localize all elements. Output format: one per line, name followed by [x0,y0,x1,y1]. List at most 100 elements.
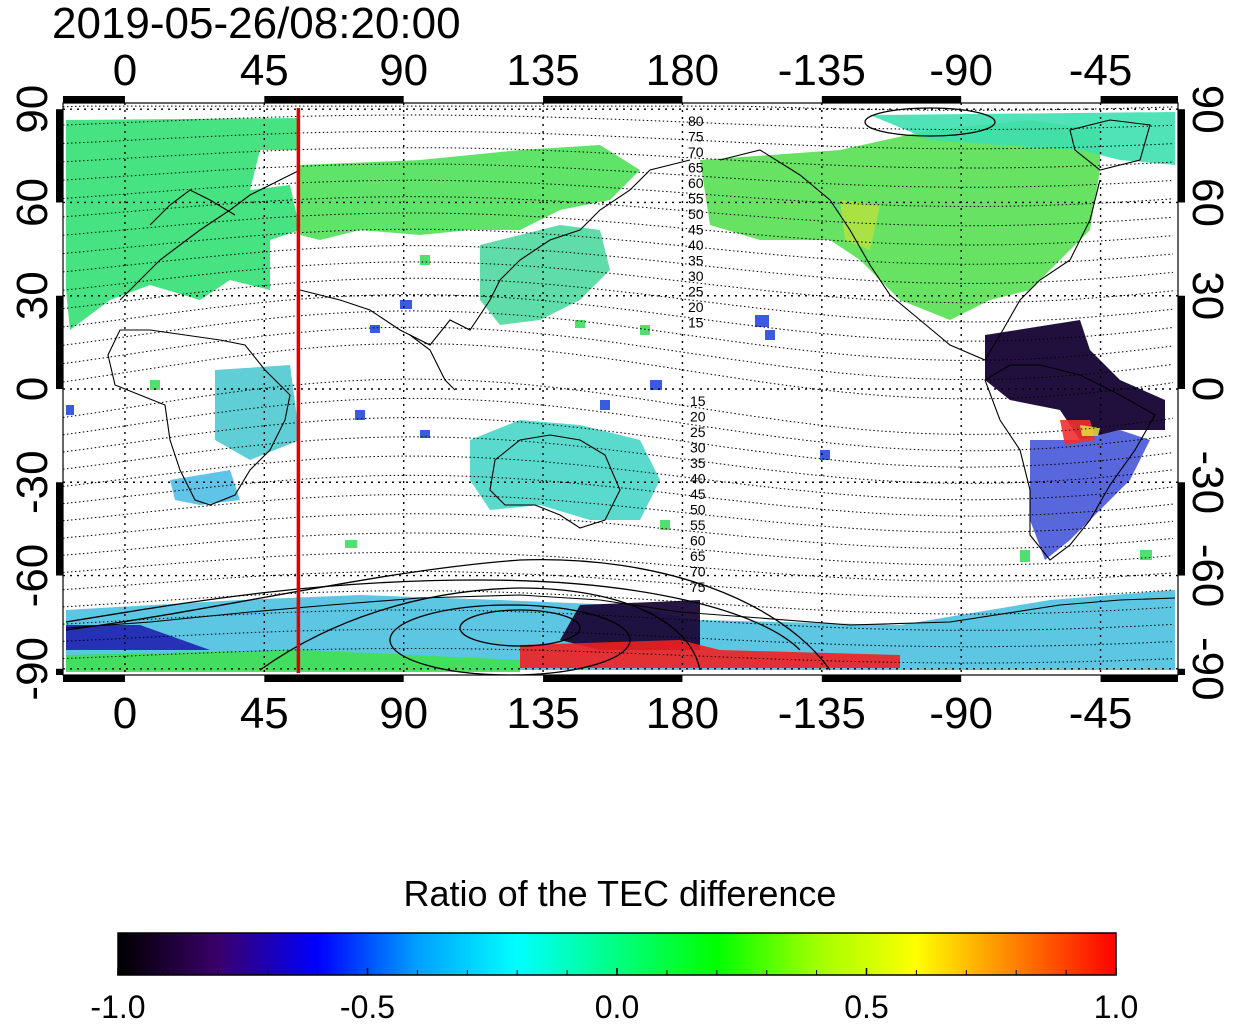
frame-bar-right [1178,109,1185,203]
right-axis-label: -60 [1183,544,1232,608]
contour-15 [63,114,1174,130]
contour-8 [63,228,1174,265]
patch-south-america [1030,430,1150,560]
top-axis-label: -45 [1069,46,1133,95]
map-gridlines [63,103,1178,675]
frame-bar-bottom [264,675,404,682]
contour-label-south: 60 [690,533,706,549]
top-axis-label: 180 [646,46,719,95]
contour-label-north: 45 [688,222,704,238]
bottom-axis-label: 45 [240,689,289,738]
contour-label-north: 25 [688,284,704,300]
frame-bar-top [821,96,962,103]
left-axis-label: 60 [8,178,57,227]
patch-east-asia [480,225,610,325]
colorbar-tick-label: 0.0 [595,989,639,1024]
contour-label-north: 40 [688,237,704,253]
top-longitude-axis: 0 45 90 135 180 -135 -90 -45 [113,46,1133,95]
contour-label-south: 70 [690,564,706,580]
contour-13 [63,147,1174,169]
left-axis-label: 0 [8,377,57,401]
scattered-cells [66,300,830,460]
coastline-australia [489,434,621,529]
frame-bar-top [63,96,125,103]
top-axis-label: -135 [778,46,866,95]
contour-label-south: 55 [690,517,706,533]
contour-label-south: 50 [690,502,706,518]
patch-australia [470,420,660,520]
patch-greenland [870,112,1175,165]
right-axis-label: -90 [1183,637,1232,701]
contour-6 [63,261,1174,304]
contour-label-north: 70 [688,144,704,160]
contour-label-north: 65 [688,160,704,176]
patch-africa-south [170,470,240,505]
frame-bar-top [543,96,683,103]
top-axis-label: 45 [240,46,289,95]
right-axis-label: 30 [1183,271,1232,320]
figure-title: 2019-05-26/08:20:00 [52,0,461,48]
contour-label-north: 30 [688,268,704,284]
contour-label-north: 15 [688,315,704,331]
left-axis-label: 90 [8,85,57,134]
patch-north-america [700,120,1100,320]
bottom-axis-label: 135 [506,689,579,738]
contour--9 [63,532,1174,566]
contour-label-south: 15 [690,393,706,409]
contour-16 [63,105,1174,111]
bottom-axis-label: -90 [929,689,993,738]
right-axis-label: -30 [1183,450,1232,514]
right-axis-label: 0 [1183,377,1232,401]
coastline-north-america [719,149,1101,361]
contour--6 [63,474,1174,517]
contour--11 [63,571,1174,599]
top-axis-label: 90 [379,46,428,95]
patch-antarctic-dark [560,600,700,650]
right-latitude-axis: 90 60 30 0 -30 -60 -90 [1183,85,1232,701]
bottom-axis-label: 180 [646,689,719,738]
contour--14 [63,628,1174,648]
contour-label-north: 50 [688,206,704,222]
right-axis-label: 60 [1183,178,1232,227]
tec-data-patches [66,112,1175,672]
contour-12 [63,163,1174,188]
contour-label-south: 35 [690,455,706,471]
magnetic-latitude-contours [63,105,1174,664]
patch-africa-east [215,365,300,460]
frame-bar-top [1100,96,1178,103]
north-solid-contours [864,107,996,137]
contour-label-north: 55 [688,191,704,207]
colorbar-tick-label: -1.0 [90,989,145,1024]
coastline-asia [299,159,691,346]
left-axis-label: -90 [8,637,57,701]
coastline-greenland [1069,119,1151,171]
left-axis-label: 30 [8,271,57,320]
frame-bar-top [264,96,404,103]
left-axis-label: -60 [8,544,57,608]
contour-9 [63,212,1174,246]
top-axis-label: -90 [929,46,993,95]
left-latitude-axis: 90 60 30 0 -30 -60 -90 [8,85,57,701]
contour-label-south: 20 [690,409,706,425]
coastline-africa [107,329,291,506]
frame-bar-right [1178,668,1185,675]
contour--7 [63,494,1174,533]
contour-label-north: 80 [688,113,704,129]
contour-11 [63,179,1174,207]
left-axis-label: -30 [8,450,57,514]
colorbar-title: Ratio of the TEC difference [403,873,837,914]
frame-bar-right [1178,295,1185,389]
contour-label-north: 75 [688,129,704,145]
coastlines [65,119,1176,629]
contour-7 [63,245,1174,284]
colorbar-tick-label: -0.5 [340,989,395,1024]
scattered-cells-green [150,255,1152,562]
patch-na-yellow [840,200,880,250]
contour-5 [63,277,1174,323]
bottom-axis-label: 0 [113,689,137,738]
coastline-south-america [984,364,1156,561]
patch-eurasia-north [66,118,300,330]
frame-bar-left [56,482,63,576]
patch-antarctic-navy [66,625,210,650]
